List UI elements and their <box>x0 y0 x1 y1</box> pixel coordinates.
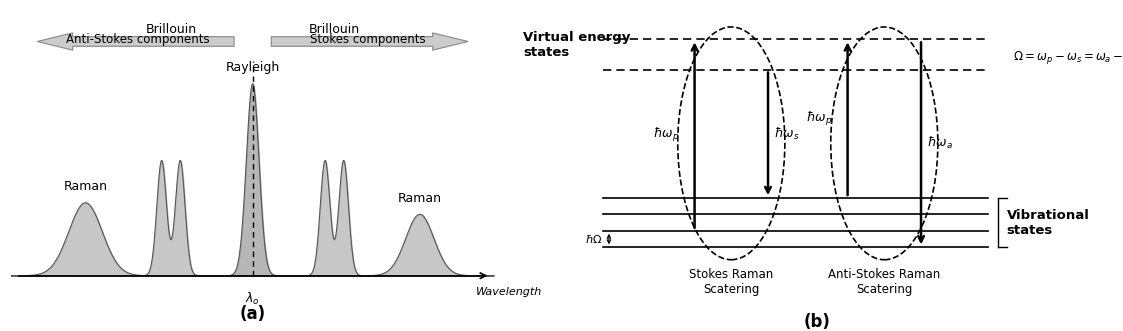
Text: $\Omega = \omega_p - \omega_s = \omega_a - \omega_p$: $\Omega = \omega_p - \omega_s = \omega_a… <box>1013 49 1123 66</box>
Text: $\hbar\omega_p$: $\hbar\omega_p$ <box>806 110 832 128</box>
Text: Rayleigh: Rayleigh <box>226 61 280 74</box>
Text: $\hbar\Omega$: $\hbar\Omega$ <box>585 233 603 245</box>
Text: $\hbar\omega_p$: $\hbar\omega_p$ <box>652 126 679 144</box>
Text: Vibrational
states: Vibrational states <box>1006 209 1089 237</box>
Text: Brillouin: Brillouin <box>145 23 197 36</box>
Text: $\hbar\omega_a$: $\hbar\omega_a$ <box>928 135 953 151</box>
Text: Raman: Raman <box>64 180 108 193</box>
Text: Anti-Stokes components: Anti-Stokes components <box>66 33 209 46</box>
Text: $\hbar\omega_s$: $\hbar\omega_s$ <box>774 126 800 142</box>
Text: Brillouin: Brillouin <box>309 23 360 36</box>
Polygon shape <box>272 33 468 50</box>
Text: $\lambda_o$: $\lambda_o$ <box>245 291 261 307</box>
Text: (a): (a) <box>239 305 266 322</box>
Text: Raman: Raman <box>398 192 441 205</box>
Text: Anti-Stokes Raman
Scatering: Anti-Stokes Raman Scatering <box>828 268 940 296</box>
Text: Stokes components: Stokes components <box>310 33 426 46</box>
Polygon shape <box>37 33 234 50</box>
Text: Wavelength: Wavelength <box>475 287 541 297</box>
Text: Virtual energy
states: Virtual energy states <box>523 31 631 59</box>
Text: Stokes Raman
Scatering: Stokes Raman Scatering <box>690 268 774 296</box>
Text: (b): (b) <box>804 313 830 331</box>
